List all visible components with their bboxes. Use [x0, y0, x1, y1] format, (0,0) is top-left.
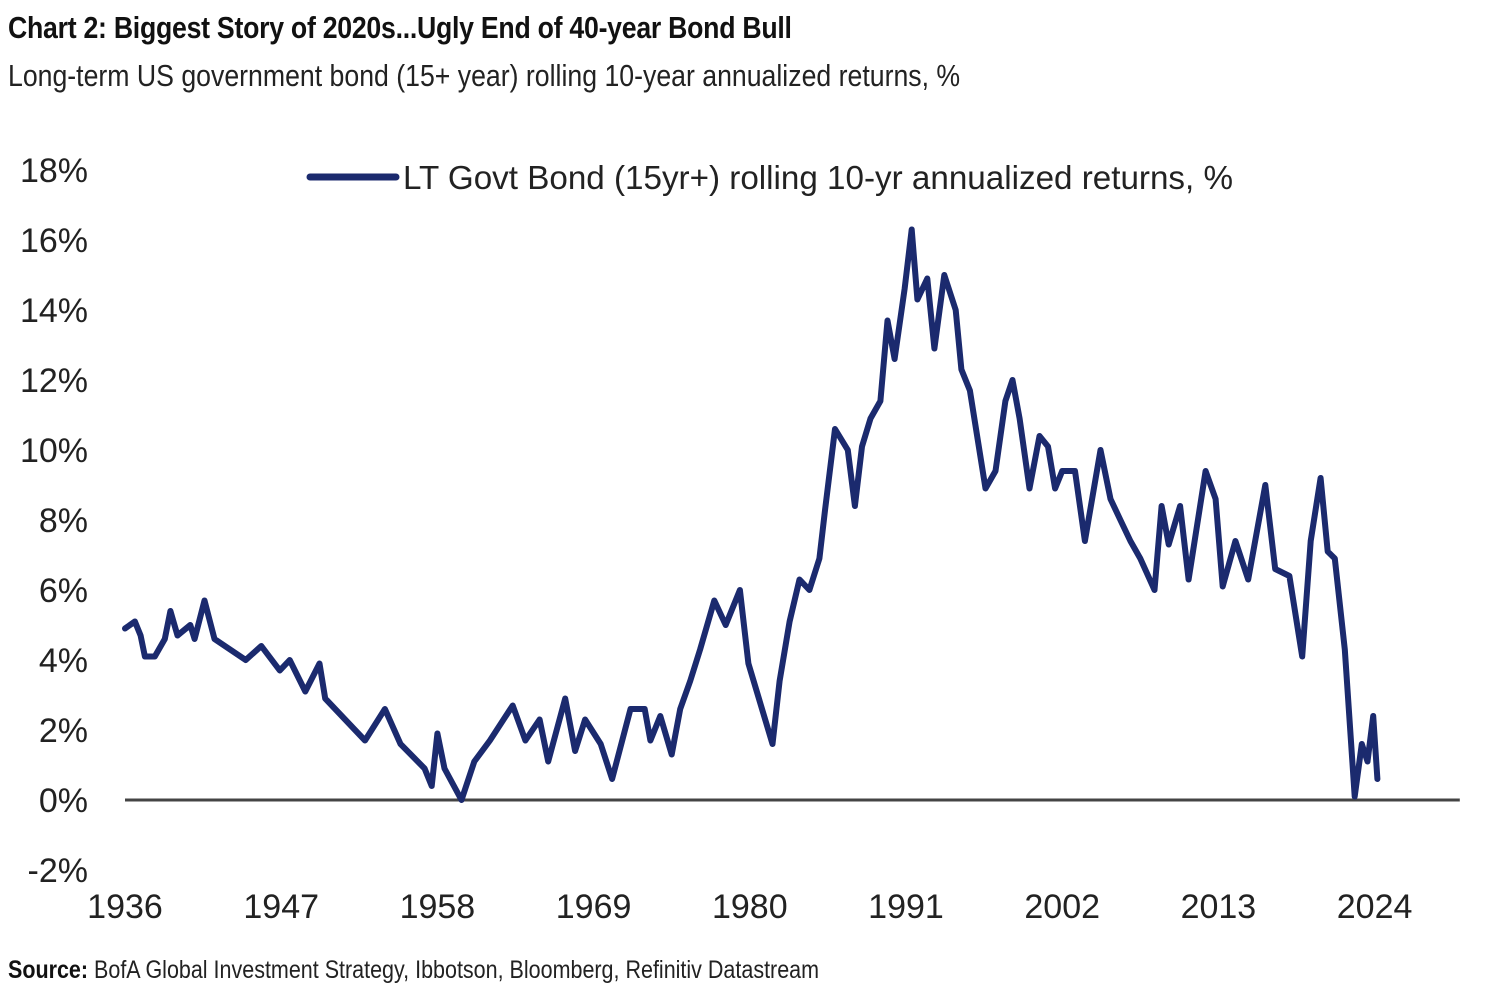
y-tick-label: 10%	[20, 432, 88, 470]
chart-subtitle: Long-term US government bond (15+ year) …	[8, 58, 961, 93]
legend: LT Govt Bond (15yr+) rolling 10-yr annua…	[306, 159, 1233, 196]
chart-title: Chart 2: Biggest Story of 2020s...Ugly E…	[8, 10, 792, 45]
x-tick-label: 1969	[556, 888, 632, 926]
source-text: BofA Global Investment Strategy, Ibbotso…	[94, 956, 820, 984]
source-label: Source:	[8, 956, 89, 984]
source-note: Source: BofA Global Investment Strategy,…	[8, 956, 819, 985]
x-tick-label: 2013	[1181, 888, 1257, 926]
y-axis-ticks: -2% 0% 2% 4% 6% 8% 10% 12% 14% 16% 18%	[20, 152, 88, 890]
x-tick-label: 2024	[1337, 888, 1413, 926]
series-line	[122, 226, 1381, 803]
x-tick-label: 1936	[87, 888, 163, 926]
y-tick-label: 16%	[20, 222, 88, 260]
y-tick-label: 12%	[20, 362, 88, 400]
y-tick-label: 4%	[39, 642, 88, 680]
y-tick-label: 8%	[39, 502, 88, 540]
y-tick-label: -2%	[28, 852, 88, 890]
x-axis-ticks: 1936 1947 1958 1969 1980 1991 2002 2013 2024	[87, 888, 1412, 926]
x-tick-label: 2002	[1024, 888, 1100, 926]
legend-label: LT Govt Bond (15yr+) rolling 10-yr annua…	[403, 159, 1233, 196]
y-tick-label: 14%	[20, 292, 88, 330]
series-lines	[122, 226, 1381, 803]
y-tick-label: 6%	[39, 572, 88, 610]
y-tick-label: 0%	[39, 782, 88, 820]
x-tick-label: 1980	[712, 888, 788, 926]
x-tick-label: 1958	[400, 888, 476, 926]
x-tick-label: 1991	[868, 888, 944, 926]
y-tick-label: 2%	[39, 712, 88, 750]
x-tick-label: 1947	[243, 888, 319, 926]
y-tick-label: 18%	[20, 152, 88, 190]
